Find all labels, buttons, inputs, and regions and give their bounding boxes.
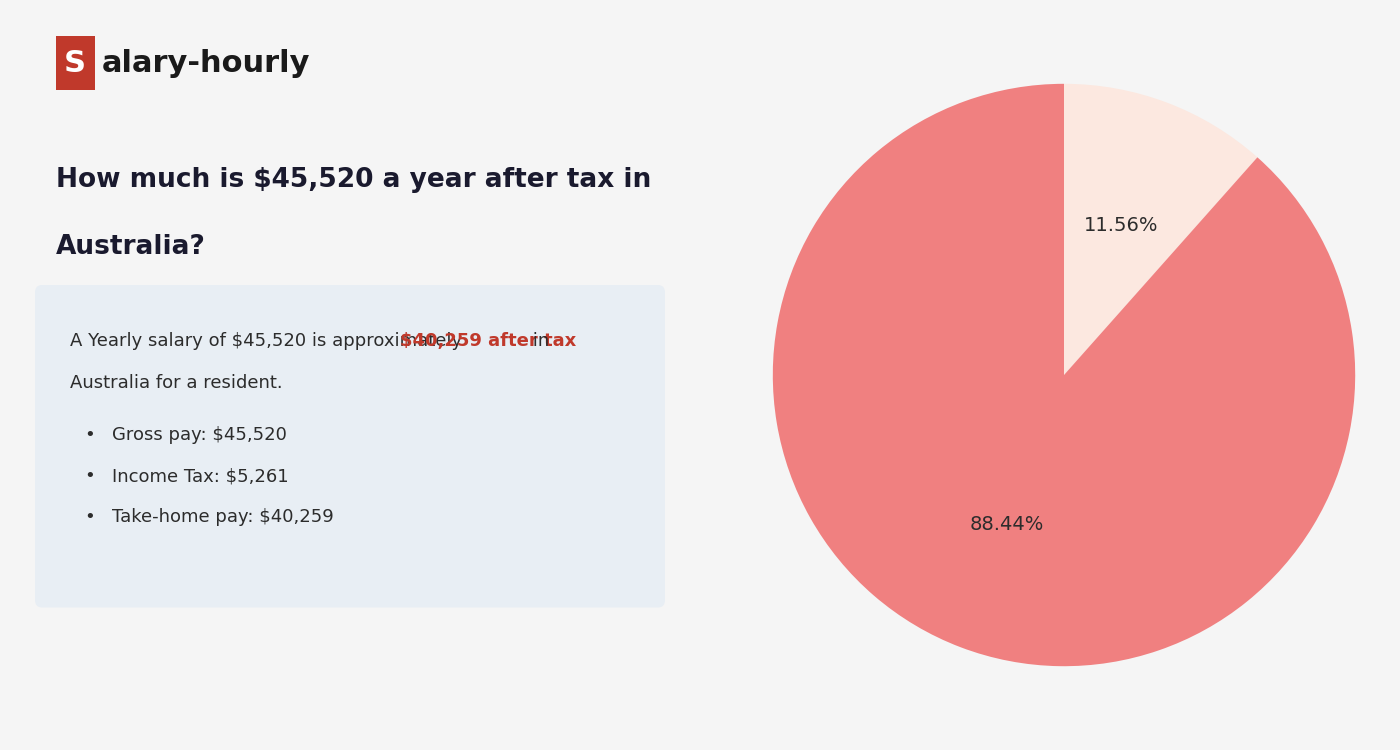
Text: in: in	[526, 332, 549, 350]
FancyBboxPatch shape	[35, 285, 665, 608]
Text: 11.56%: 11.56%	[1084, 216, 1158, 235]
Text: Australia for a resident.: Australia for a resident.	[70, 374, 283, 392]
Text: Gross pay: $45,520: Gross pay: $45,520	[112, 426, 287, 444]
Text: Income Tax: $5,261: Income Tax: $5,261	[112, 467, 288, 485]
Wedge shape	[1064, 84, 1257, 375]
Text: $40,259 after tax: $40,259 after tax	[399, 332, 575, 350]
Text: S: S	[64, 49, 87, 77]
Text: How much is $45,520 a year after tax in: How much is $45,520 a year after tax in	[56, 167, 651, 193]
Text: Take-home pay: $40,259: Take-home pay: $40,259	[112, 509, 333, 526]
Wedge shape	[773, 84, 1355, 666]
Text: •: •	[84, 467, 95, 485]
Text: A Yearly salary of $45,520 is approximately: A Yearly salary of $45,520 is approximat…	[70, 332, 468, 350]
Text: •: •	[84, 509, 95, 526]
Text: Australia?: Australia?	[56, 235, 206, 260]
Text: 88.44%: 88.44%	[970, 515, 1044, 534]
Text: alary-hourly: alary-hourly	[102, 49, 309, 77]
FancyBboxPatch shape	[56, 36, 95, 90]
Text: •: •	[84, 426, 95, 444]
